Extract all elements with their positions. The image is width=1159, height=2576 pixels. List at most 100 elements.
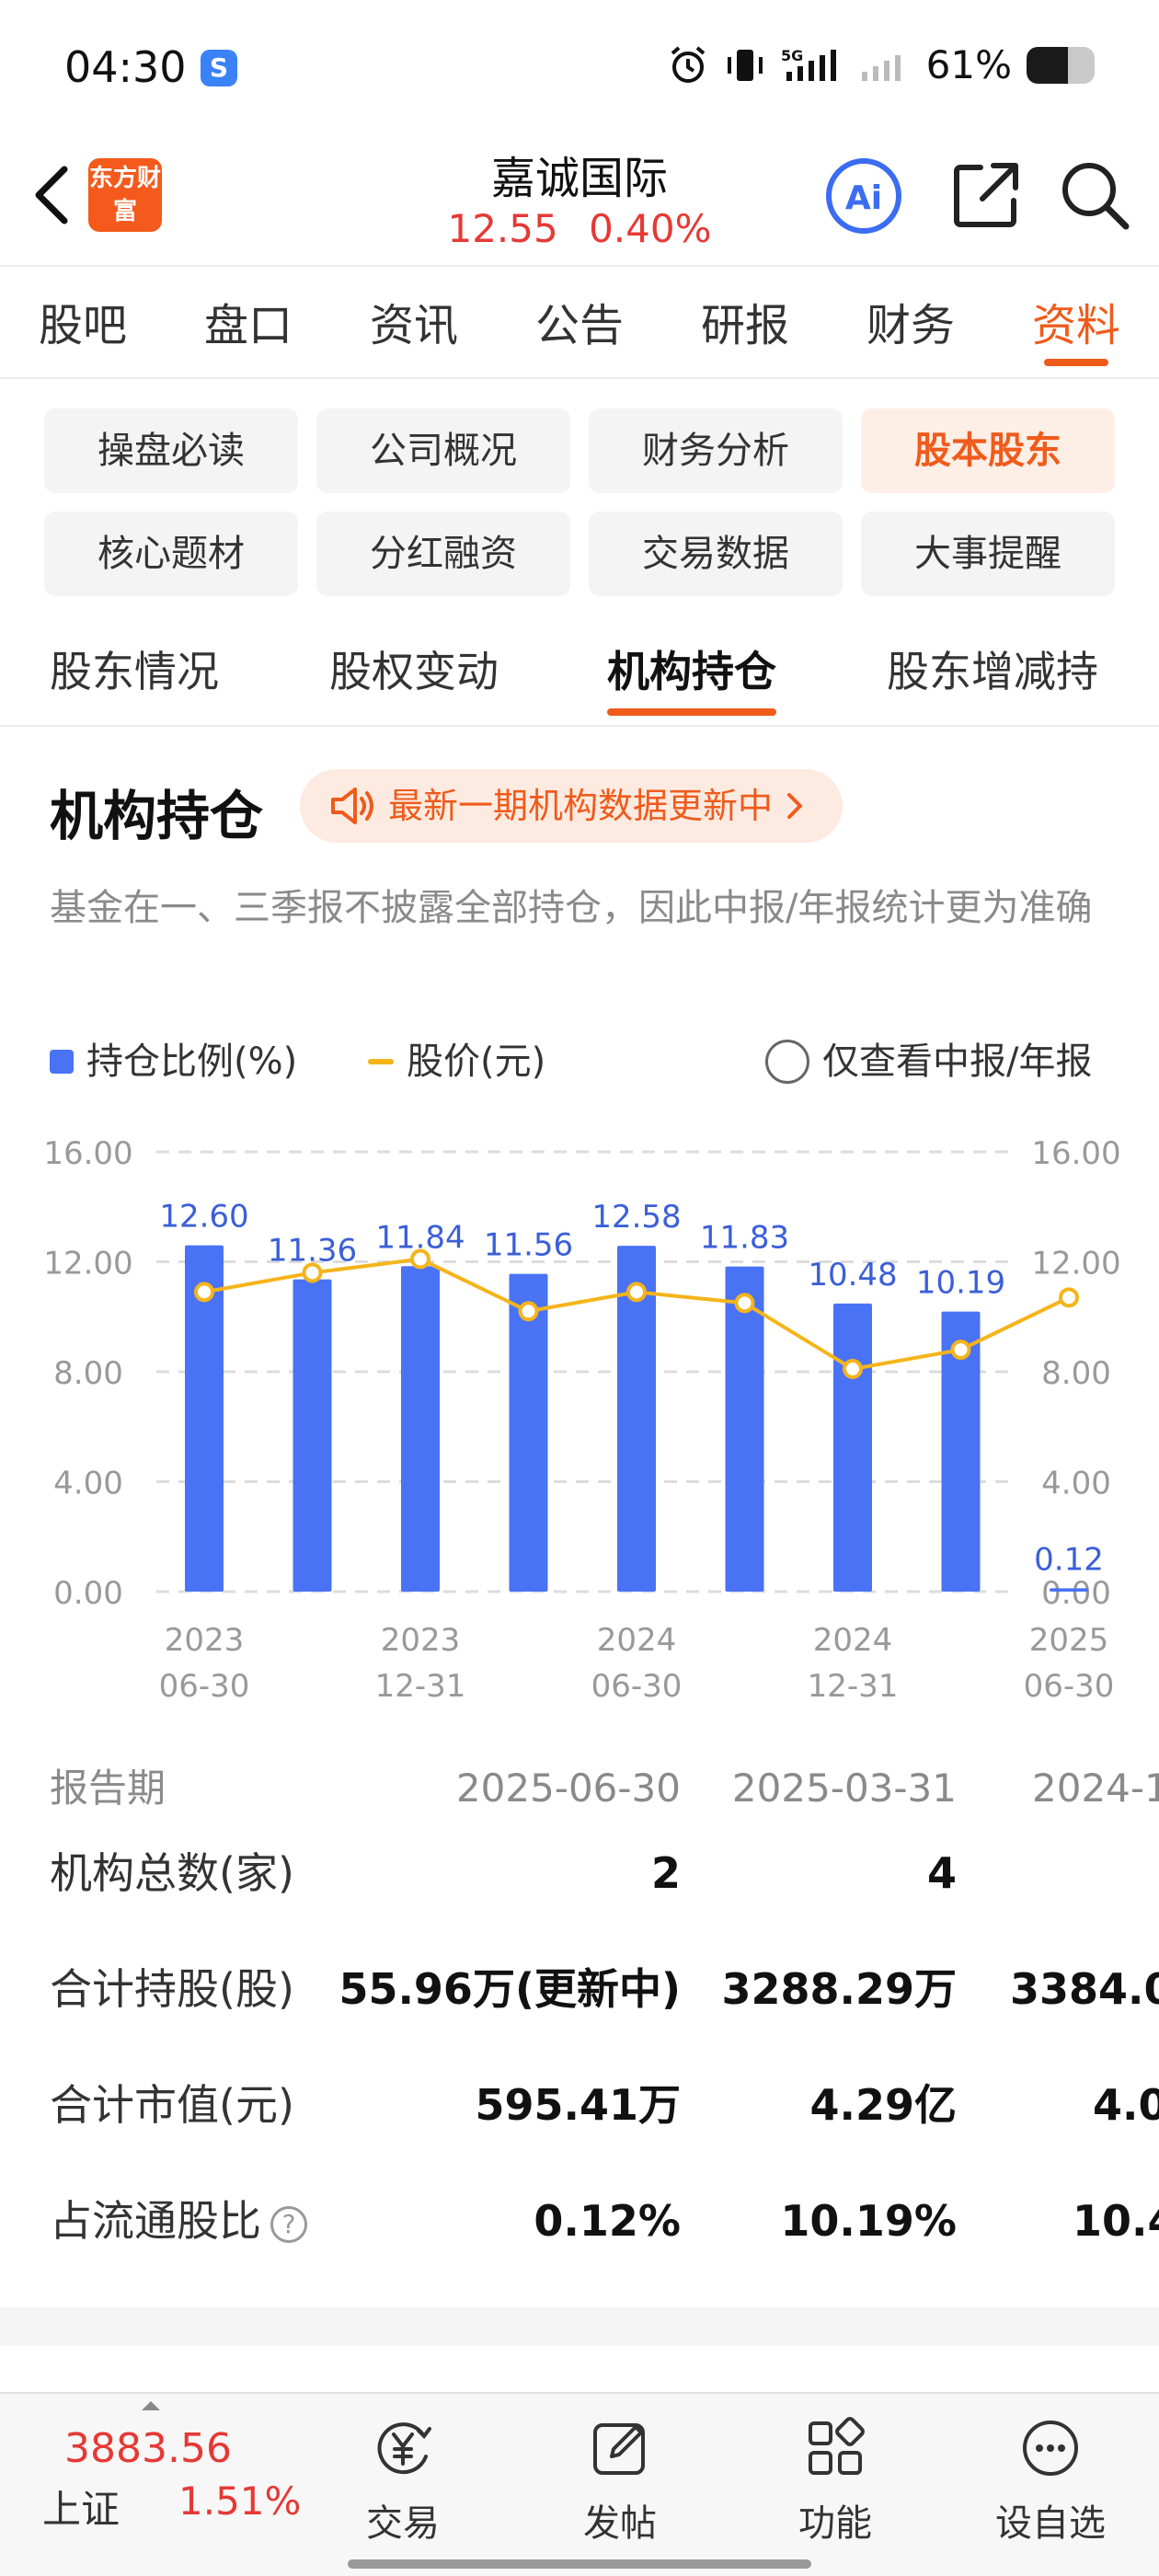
subnav-core-themes[interactable]: 核心题材	[44, 512, 298, 596]
table-header-row: 报告期 2025-06-30 2025-03-31 2024-12-31	[0, 1761, 1159, 1816]
nav-trade[interactable]: 交易	[339, 2416, 467, 2547]
y-tick-label-right: 12.00	[1031, 1246, 1120, 1282]
caret-up-icon	[142, 2401, 160, 2410]
vibrate-icon	[727, 49, 763, 81]
legend-stock-price[interactable]: 股价(元)	[368, 1034, 545, 1089]
subnav-dividends[interactable]: 分红融资	[316, 512, 570, 596]
search-icon[interactable]	[1058, 158, 1131, 232]
tab-institutional-holdings[interactable]: 机构持仓	[607, 626, 776, 718]
bar	[941, 1311, 981, 1592]
table-row: 机构总数(家) 2 4	[0, 1846, 1159, 1901]
y-tick-label-right: 0.00	[1041, 1575, 1111, 1612]
tab-news[interactable]: 资讯	[369, 300, 458, 351]
subnav-trading-guide[interactable]: 操盘必读	[44, 408, 298, 493]
battery-percent: 61%	[925, 42, 1012, 87]
tab-profile[interactable]: 资料	[993, 269, 1159, 377]
x-tick-label: 06-30	[1024, 1668, 1115, 1705]
chart-legend: 持仓比例(%) 股价(元) 仅查看中报/年报	[50, 1034, 1117, 1089]
help-icon[interactable]: ?	[270, 2205, 307, 2243]
price-point	[518, 1301, 539, 1322]
x-tick-label: 2024	[813, 1622, 893, 1659]
speaker-icon	[331, 788, 373, 824]
legend-holding-ratio[interactable]: 持仓比例(%)	[50, 1034, 297, 1089]
app-notification-icon: S	[201, 50, 237, 86]
x-tick-label: 2023	[165, 1622, 245, 1659]
subnav-trading-data[interactable]: 交易数据	[589, 512, 843, 596]
price-point	[843, 1359, 863, 1380]
stock-name: 嘉诚国际	[490, 153, 668, 204]
y-tick-label-left: 16.00	[43, 1135, 132, 1172]
ai-assistant-icon[interactable]: Ai	[824, 156, 903, 236]
x-tick-label: 12-31	[808, 1668, 899, 1705]
ai-label: Ai	[845, 179, 882, 217]
status-icons: 5G 61%	[667, 42, 1095, 87]
nav-watchlist-label: 设自选	[995, 2502, 1106, 2545]
tab-shareholder-status[interactable]: 股东情况	[50, 647, 219, 696]
tab-shareholder-changes[interactable]: 股东增减持	[887, 647, 1098, 696]
price-point	[1059, 1287, 1079, 1308]
x-tick-label: 06-30	[159, 1668, 250, 1705]
share-icon[interactable]	[949, 158, 1023, 232]
x-tick-label: 06-30	[591, 1668, 683, 1705]
tab-announcements[interactable]: 公告	[534, 300, 624, 351]
stock-price: 12.55	[447, 206, 558, 251]
table-cell: 4.0	[1093, 2080, 1159, 2130]
bar	[509, 1273, 548, 1592]
nav-post[interactable]: 发帖	[556, 2416, 684, 2547]
section-divider	[0, 2307, 1159, 2346]
trade-yuan-icon	[377, 2422, 431, 2475]
table-period: 2024-12-31	[1032, 1765, 1159, 1811]
price-point	[734, 1293, 755, 1314]
disclosure-note: 基金在一、三季报不披露全部持仓，因此中报/年报统计更为准确	[50, 887, 1093, 929]
table-cell: 4.29亿	[809, 2080, 958, 2130]
bar	[1050, 1588, 1088, 1592]
stock-quote: 12.55 0.40%	[0, 206, 1159, 251]
update-notice[interactable]: 最新一期机构数据更新中	[300, 769, 843, 843]
legend-line-swatch	[368, 1059, 394, 1064]
table-cell: 0.12%	[534, 2196, 681, 2246]
nav-functions-label: 功能	[798, 2502, 872, 2545]
subnav-events[interactable]: 大事提醒	[861, 512, 1115, 596]
y-tick-label-left: 8.00	[53, 1355, 123, 1392]
subnav-shareholders[interactable]: 股本股东	[861, 408, 1115, 493]
app-logo[interactable]: 东方财富	[88, 158, 162, 232]
tab-equity-changes[interactable]: 股权变动	[329, 647, 499, 696]
row-label: 占流通股比?	[50, 2193, 307, 2248]
nav-trade-label: 交易	[366, 2502, 440, 2545]
report-filter-toggle[interactable]: 仅查看中报/年报	[765, 1034, 1092, 1089]
radio-icon[interactable]	[765, 1040, 809, 1084]
bar-value-label: 12.58	[591, 1199, 681, 1236]
subnav-financial-analysis[interactable]: 财务分析	[589, 408, 843, 493]
home-indicator[interactable]	[348, 2559, 811, 2569]
row-label: 机构总数(家)	[50, 1848, 294, 1898]
table-row: 合计市值(元) 595.41万 4.29亿 4.0	[0, 2077, 1159, 2133]
x-tick-label: 2025	[1029, 1622, 1109, 1659]
table-cell: 4	[926, 1848, 957, 1898]
nav-watchlist[interactable]: 设自选	[986, 2416, 1115, 2547]
nav-functions[interactable]: 功能	[771, 2416, 900, 2547]
index-change: 1.51%	[178, 2478, 302, 2524]
network-label: 5G	[781, 47, 803, 64]
more-circle-icon	[1023, 2421, 1078, 2476]
tab-research[interactable]: 研报	[700, 300, 789, 351]
subnav-company-overview[interactable]: 公司概况	[316, 408, 570, 493]
table-row: 占流通股比? 0.12% 10.19% 10.4	[0, 2193, 1159, 2248]
y-tick-label-right: 4.00	[1041, 1466, 1111, 1502]
chevron-right-icon	[787, 793, 803, 819]
stock-header: 东方财富 嘉诚国际 12.55 0.40% Ai	[0, 138, 1159, 267]
bar	[401, 1266, 440, 1592]
tab-finance[interactable]: 财务	[866, 300, 955, 351]
update-notice-text: 最新一期机构数据更新中	[388, 786, 774, 826]
bar-value-label: 11.83	[700, 1220, 789, 1257]
bar	[725, 1266, 764, 1592]
table-cell: 55.96万(更新中)	[339, 1964, 681, 2014]
bar-value-label: 12.60	[159, 1199, 248, 1236]
back-arrow-icon[interactable]	[24, 160, 79, 230]
tab-guba[interactable]: 股吧	[38, 300, 127, 351]
bar	[185, 1245, 224, 1592]
nav-post-label: 发帖	[583, 2502, 657, 2545]
holder-tabs: 股东情况 股权变动 机构持仓 股东增减持	[0, 626, 1159, 727]
table-period: 2025-03-31	[731, 1765, 957, 1811]
tab-pankou[interactable]: 盘口	[203, 300, 293, 351]
table-cell: 3288.29万	[721, 1964, 957, 2014]
